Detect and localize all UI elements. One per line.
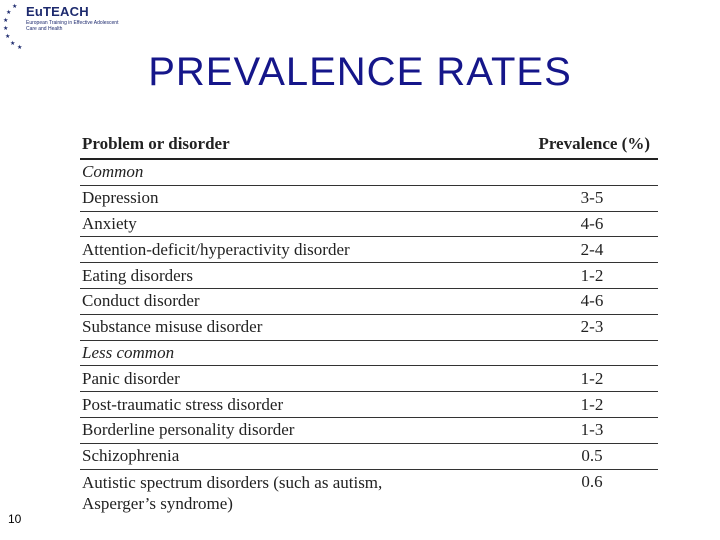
svg-text:★: ★ [3,17,8,24]
section-label: Common [82,162,144,182]
table-row: Panic disorder 1-2 [80,366,658,393]
section-label-row: Less common [80,341,658,367]
prevalence-value: 0.6 [581,471,603,491]
prevalence-value: 4-6 [580,291,604,311]
table-row: Substance misuse disorder 2-3 [80,315,658,341]
prevalence-value: 2-3 [580,317,604,337]
svg-text:★: ★ [12,3,17,10]
prevalence-value: 2-4 [580,239,604,259]
svg-text:★: ★ [5,33,10,40]
prevalence-value: 0.5 [581,446,603,466]
table-header-row: Problem or disorder Prevalence (%) [80,130,658,160]
svg-text:★: ★ [17,44,22,50]
svg-text:★: ★ [10,40,15,47]
table-row: Eating disorders 1-2 [80,263,658,289]
disorder-name: Anxiety [82,213,137,233]
page-title: PREVALENCE RATES [148,50,572,94]
table-row: Autistic spectrum disorders (such as aut… [80,470,658,514]
eutreach-logo: ★ ★ ★ ★ ★ ★ ★ EuTEACH European Training … [2,2,132,50]
logo-tagline: European Training in Effective Adolescen… [26,20,119,32]
disorder-name: Conduct disorder [82,291,200,311]
svg-text:★: ★ [6,9,11,16]
prevalence-value: 1-2 [580,368,604,388]
prevalence-value: 1-2 [580,394,604,414]
prevalence-value: 1-3 [580,420,604,440]
table-row: Attention-deficit/hyperactivity disorder… [80,237,658,264]
disorder-name: Depression [82,188,159,208]
slide-number: 10 [8,512,22,526]
table-row: Post-traumatic stress disorder 1-2 [80,392,658,418]
disorder-name: Autistic spectrum disorders (such as aut… [82,472,383,513]
disorder-name: Panic disorder [82,368,180,388]
table-row: Schizophrenia 0.5 [80,444,658,470]
column-header-prevalence: Prevalence (%) [538,134,650,153]
prevalence-value: 4-6 [580,213,604,233]
section-label: Less common [82,342,175,362]
disorder-name: Eating disorders [82,265,193,285]
svg-text:★: ★ [3,25,8,32]
logo-brand: EuTEACH [26,4,89,19]
column-header-problem: Problem or disorder [82,134,230,153]
table-row: Conduct disorder 4-6 [80,289,658,315]
table-row: Depression 3-5 [80,186,658,212]
table-row: Anxiety 4-6 [80,212,658,238]
section-label-row: Common [80,160,658,186]
disorder-name: Schizophrenia [82,446,180,466]
table-row: Borderline personality disorder 1-3 [80,418,658,444]
disorder-name: Substance misuse disorder [82,317,263,337]
star-circle-icon: ★ ★ ★ ★ ★ ★ ★ [3,3,22,50]
prevalence-value: 3-5 [580,188,604,208]
disorder-name: Borderline personality disorder [82,420,295,440]
prevalence-value: 1-2 [580,265,604,285]
disorder-name: Post-traumatic stress disorder [82,394,284,414]
prevalence-table: Problem or disorder Prevalence (%) Commo… [80,130,658,514]
disorder-name: Attention-deficit/hyperactivity disorder [82,239,350,259]
